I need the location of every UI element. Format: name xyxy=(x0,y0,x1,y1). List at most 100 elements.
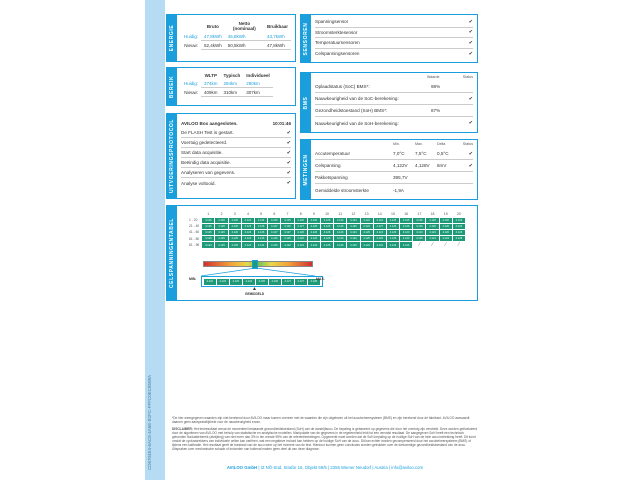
protocol-item-label: Start data acquisitie. xyxy=(181,150,223,155)
meting-value: 4,128V xyxy=(415,163,430,168)
range-value: 4.123 xyxy=(216,278,229,285)
column-number: 18 xyxy=(430,212,435,217)
table-row: Huidig: 47,8kWh 45,8kWh 43,7kWh xyxy=(181,32,291,41)
cell-row: 41 - 60 4.125 4.126 4.126 4.126 4.126 4.127 4.1… xyxy=(189,228,467,237)
sensor-item: Celspanningsensoren ✔ xyxy=(315,49,473,60)
section-title: SENSOREN xyxy=(303,22,309,55)
section-title: ENERGIE xyxy=(169,24,175,52)
document-id: CD6704E4-6AC6-4A6E-B1FC-FFFC0EC8508A xyxy=(147,374,152,470)
cell-voltage: 4.124 xyxy=(385,241,401,249)
bms-section: BMS Waarde Status Oplaadstatus (SoC) BMS*… xyxy=(300,72,478,133)
cell-value: 310km xyxy=(220,87,244,97)
cell-voltage: 4.126 xyxy=(399,241,414,249)
protocol-heading: AVILOO Box aangesloten. xyxy=(181,120,238,126)
check-icon: ✔ xyxy=(468,120,473,126)
protocol-item: Voertuig gedetecteerd. ✔ xyxy=(181,138,291,148)
protocol-item-label: De FLASH Test is gestart. xyxy=(181,130,234,135)
check-icon: ✔ xyxy=(468,150,473,157)
empty-cell: ⁄ xyxy=(432,242,433,249)
cell-value: 280km xyxy=(243,79,273,88)
protocol-item-label: Analyse voltooid. xyxy=(181,180,216,186)
column-number: 3 xyxy=(233,212,236,217)
cell-voltage: 4.125 xyxy=(267,241,282,249)
cell-voltage: 4.124 xyxy=(359,241,374,249)
sensor-item: Stroomsterktesensor ✔ xyxy=(315,28,473,38)
row-range-label: 41 - 60 xyxy=(189,230,200,235)
side-strip xyxy=(145,0,165,480)
protocol-item: De FLASH Test is gestart. ✔ xyxy=(181,128,291,138)
meting-value: 7,5°C xyxy=(415,151,427,156)
column-number: 12 xyxy=(351,212,356,217)
cell-value: 50,5kWh xyxy=(224,40,264,50)
notes: *De hier weergegeven waarden zijn niet b… xyxy=(172,416,478,454)
range-value: 4.126 xyxy=(268,278,281,285)
column-number: 13 xyxy=(364,212,369,217)
footer-address: | IZ NÖ-Süd, Straße 16, Objekt 69/5 | 23… xyxy=(257,465,424,470)
column-number: 17 xyxy=(417,212,422,217)
check-icon: ✔ xyxy=(468,95,473,102)
cell-voltage: 4.124 xyxy=(306,241,321,249)
check-icon: ✔ xyxy=(286,129,291,136)
blank xyxy=(181,72,201,79)
meting-label: Pakketspanning xyxy=(315,175,348,180)
energie-table: Bruto Netto (nominaal) Bruikbaar Huidig: 47,… xyxy=(181,20,291,50)
check-icon: ✔ xyxy=(468,39,473,46)
section-title: BEREIK xyxy=(169,75,175,98)
cell-voltage: 4.125 xyxy=(346,241,361,249)
col-status: Status xyxy=(462,75,473,79)
bms-label: Gezondheidstoestand (SoH) BMS*: xyxy=(315,108,388,113)
range-value: 4.125 xyxy=(255,278,268,285)
cell-value: 284km xyxy=(220,79,244,88)
sensor-label: Temperatuursensoren xyxy=(315,40,360,46)
section-title: UITVOERINGSPROTOCOL xyxy=(169,118,175,194)
meting-value: 7,0°C xyxy=(393,151,405,156)
col-header: Typisch xyxy=(223,73,241,78)
check-icon: ✔ xyxy=(468,50,473,57)
check-icon: ✔ xyxy=(286,139,291,146)
col-header: Individueel xyxy=(246,73,270,78)
bms-row: Oplaadstatus (SoC) BMS*: 98% xyxy=(315,81,473,93)
sensor-item: Temperatuursensoren ✔ xyxy=(315,38,473,49)
max-label: MAX. xyxy=(316,277,325,281)
protocol-item-label: Analyseren van gegevens. xyxy=(181,170,236,175)
empty-cell: ⁄ xyxy=(445,242,447,249)
protocol-item: Start data acquisitie. ✔ xyxy=(181,148,291,158)
cell-value: 47,8kWh xyxy=(263,40,291,50)
sensor-label: Spanningsensor xyxy=(315,19,349,25)
cell-voltage: 4.124 xyxy=(240,241,256,249)
metingen-section: METINGEN Min. Max. Delta Status Accutempera… xyxy=(300,139,478,200)
cell-row: 21 - 40 4.126 4.126 4.126 4.126 4.126 4.127 4.1… xyxy=(189,222,467,230)
range-value: 4.127 xyxy=(281,278,294,285)
section-title: METINGEN xyxy=(303,153,309,186)
column-number: 1 xyxy=(207,212,210,217)
protocol-time: 10:01:46 xyxy=(272,120,291,126)
table-row: Nieuw: 52,4kWh 50,5kWh 47,8kWh xyxy=(181,40,291,50)
meting-value: 395,7V xyxy=(393,175,408,180)
check-icon: ✔ xyxy=(468,29,473,36)
column-number: 14 xyxy=(377,212,382,217)
row-label: Huidig: xyxy=(184,33,199,39)
cell-voltage: 4.124 xyxy=(293,241,308,249)
cell-voltage: 4.125 xyxy=(319,241,335,249)
empty-cell: ⁄ xyxy=(458,242,460,249)
column-number: 6 xyxy=(273,212,276,217)
range-value: 4.128 xyxy=(307,278,320,285)
row-label: Nieuw: xyxy=(184,42,199,48)
meting-value: 6mV xyxy=(437,163,447,168)
range-connector xyxy=(201,267,316,277)
cell-voltage: 4.128 xyxy=(451,235,467,243)
bereik-table: WLTP Typisch Individueel Huidig: 374km 284km 2… xyxy=(181,72,273,97)
row-range-label: 81 - 96 xyxy=(189,243,200,247)
bms-label: Nauwkeurigheid van de SoC-berekening: xyxy=(315,96,399,101)
meting-row: Celspanning 4,122V 4,128V 6mV ✔ xyxy=(315,160,473,172)
table-row: Nieuw: 409km 310km 307km xyxy=(181,87,273,97)
meting-value: 0,5°C xyxy=(437,151,449,156)
cell-voltage: 4.125 xyxy=(227,241,242,249)
range-value: 4.122 xyxy=(203,278,216,285)
cell-value: 47,8kWh xyxy=(201,32,225,41)
check-icon: ✔ xyxy=(468,18,473,25)
check-icon: ✔ xyxy=(286,169,291,176)
column-number: 19 xyxy=(443,212,448,217)
cell-voltage: 4.124 xyxy=(372,241,387,249)
protocol-item: Analyse voltooid. ✔ xyxy=(181,178,291,188)
